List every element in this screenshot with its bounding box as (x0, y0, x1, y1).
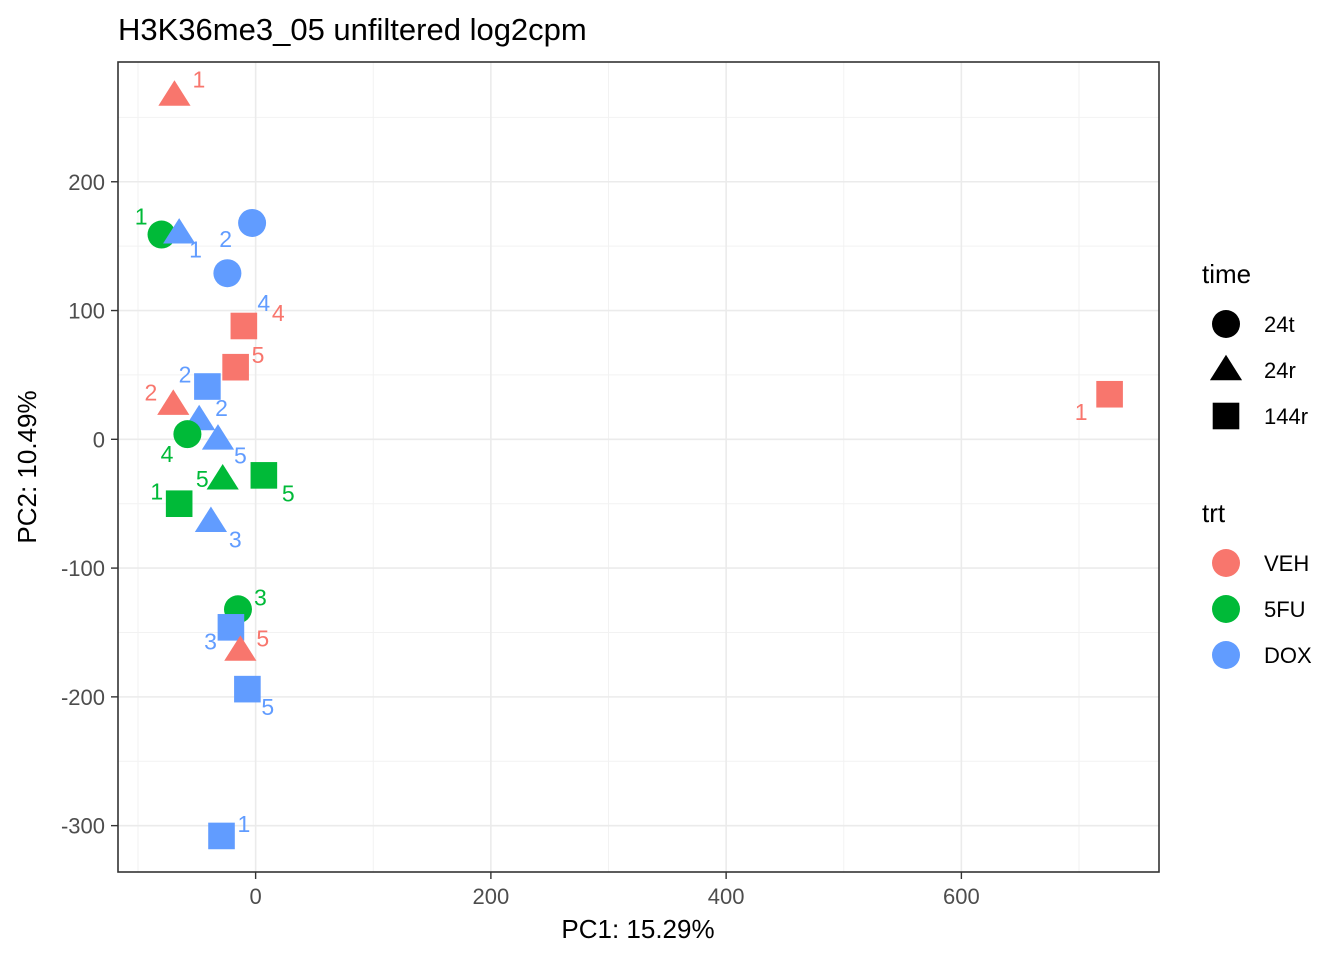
point-label: 3 (229, 527, 242, 553)
y-tick-label: 0 (93, 427, 105, 452)
data-point (250, 462, 278, 489)
x-axis-title: PC1: 15.29% (561, 914, 714, 944)
legend-color-key (1212, 549, 1240, 577)
data-point (224, 635, 257, 661)
point-label: 2 (215, 395, 228, 421)
legend-time-label: 144r (1264, 404, 1308, 429)
point-label: 2 (219, 226, 232, 252)
x-tick-label: 400 (708, 884, 745, 909)
legend-time-label: 24t (1264, 312, 1295, 337)
point-label: 1 (189, 236, 202, 262)
chart-title: H3K36me3_05 unfiltered log2cpm (118, 12, 587, 47)
point-label: 1 (192, 66, 205, 92)
legend-trt-label: VEH (1264, 551, 1309, 576)
data-point (165, 490, 193, 518)
legend-trt-items: VEH 5FU DOX (1212, 549, 1312, 669)
point-label: 2 (179, 362, 192, 388)
y-axis-title: PC2: 10.49% (12, 390, 42, 543)
point-label: 3 (254, 584, 267, 610)
point-label: 3 (204, 628, 217, 654)
x-axis-ticks: 0 200 400 600 (249, 872, 980, 909)
point-label: 5 (196, 466, 209, 492)
legend-trt-title: trt (1202, 498, 1226, 528)
point-label: 5 (256, 626, 269, 652)
data-point (234, 675, 261, 703)
point-label: 5 (261, 694, 274, 720)
data-point (213, 259, 242, 288)
point-label: 4 (257, 290, 270, 316)
data-point (230, 312, 258, 340)
legend-trt-label: 5FU (1264, 597, 1306, 622)
x-tick-label: 200 (473, 884, 510, 909)
data-point (1096, 380, 1123, 408)
point-label: 4 (272, 300, 285, 326)
data-point (238, 208, 267, 237)
y-tick-label: 100 (68, 299, 105, 324)
data-point (222, 353, 249, 381)
legend: time 24t 24r 144r trt VEH 5FU DOX (1202, 259, 1312, 669)
point-label: 1 (135, 204, 148, 230)
x-tick-label: 0 (249, 884, 261, 909)
legend-triangle-key (1209, 354, 1243, 381)
data-point (201, 424, 235, 450)
plot-panel (118, 62, 1159, 872)
data-point (157, 389, 190, 415)
point-label: 5 (282, 480, 295, 506)
legend-color-key (1212, 641, 1240, 669)
data-point (206, 464, 239, 490)
plot-border (117, 61, 1160, 873)
legend-circle-key (1212, 310, 1240, 338)
point-label: 5 (252, 342, 265, 368)
data-point (163, 218, 196, 244)
y-tick-label: -100 (61, 556, 105, 581)
legend-color-key (1212, 595, 1240, 623)
legend-trt-label: DOX (1264, 643, 1312, 668)
legend-square-key (1212, 402, 1240, 430)
data-point (158, 80, 191, 106)
grid-major (118, 62, 1159, 872)
data-points (147, 80, 1123, 850)
data-point (194, 506, 228, 533)
point-label: 5 (234, 442, 247, 468)
data-point (194, 373, 221, 400)
legend-time-label: 24r (1264, 358, 1296, 383)
y-tick-label: 200 (68, 170, 105, 195)
point-label: 2 (144, 380, 157, 406)
y-tick-label: -200 (61, 685, 105, 710)
point-label: 1 (1075, 399, 1088, 425)
x-tick-label: 600 (943, 884, 980, 909)
point-label: 4 (161, 441, 174, 467)
y-axis-ticks: -300 -200 -100 0 100 200 (61, 170, 118, 839)
legend-time-items: 24t 24r 144r (1209, 310, 1308, 430)
y-tick-label: -300 (61, 814, 105, 839)
data-point (208, 822, 235, 850)
point-label: 1 (238, 811, 251, 837)
point-label: 1 (150, 479, 163, 505)
legend-time-title: time (1202, 259, 1251, 289)
grid-minor (118, 62, 1159, 872)
data-point (173, 420, 202, 449)
